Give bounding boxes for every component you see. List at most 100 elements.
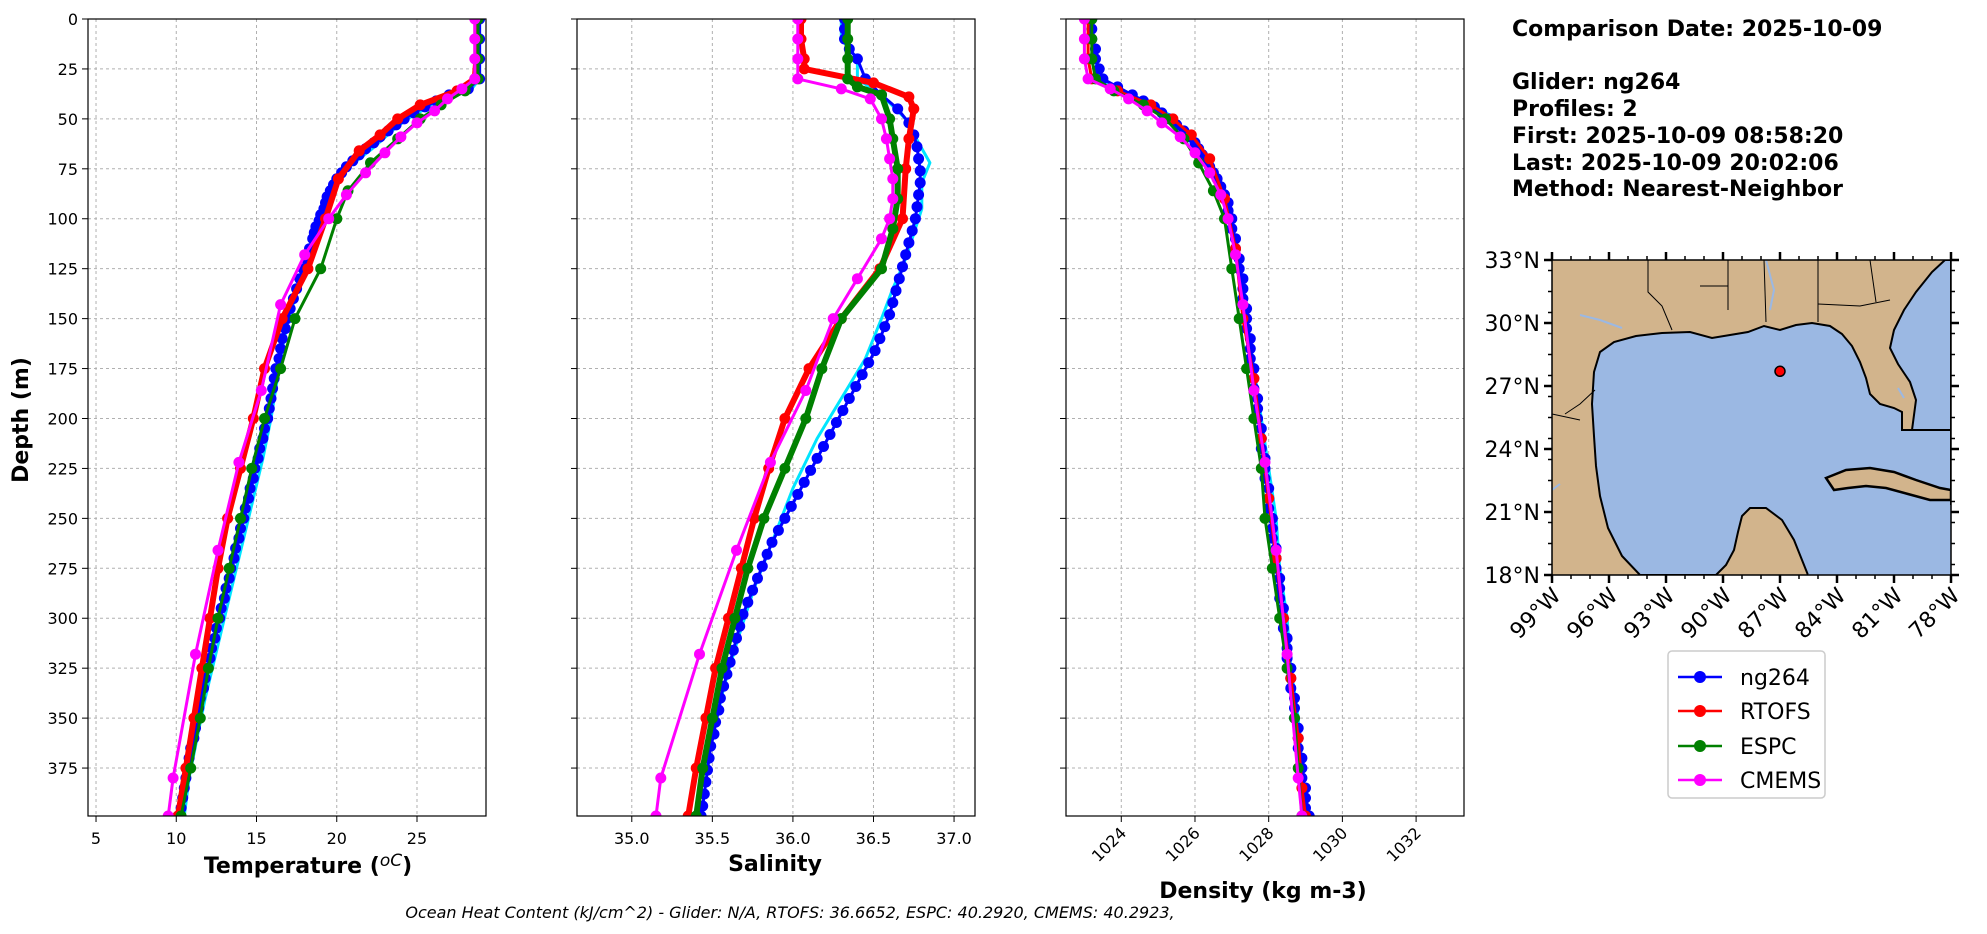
lat-label: 30°N (1485, 312, 1540, 337)
data-point (887, 193, 899, 205)
data-point (850, 381, 862, 392)
axes-frame (576, 18, 976, 817)
data-point (1078, 33, 1090, 45)
data-point (830, 417, 842, 428)
data-point (235, 512, 246, 524)
data-point (892, 163, 904, 175)
caribbean-sea (1808, 505, 1951, 575)
series-ng264-line (1090, 19, 1311, 816)
data-point (255, 385, 267, 396)
data-point (766, 536, 778, 548)
series-espc-line (693, 19, 901, 816)
data-point (876, 263, 887, 275)
grid (1066, 18, 1464, 816)
data-point (1156, 117, 1168, 129)
data-point (175, 810, 187, 816)
data-point (1082, 73, 1094, 85)
method: Method: Nearest-Neighbor (1512, 177, 1843, 202)
data-point (469, 73, 481, 85)
axes-frame (87, 18, 487, 817)
y-tick-label: 25 (58, 60, 78, 79)
data-point (414, 99, 426, 111)
data-point (167, 772, 179, 784)
data-point (913, 153, 925, 165)
data-point (706, 712, 718, 724)
depth-ylabel: Depth (m) (9, 357, 34, 483)
x-tick-label: 10 (166, 829, 186, 848)
y-tick-label: 250 (47, 509, 78, 528)
glider-location-marker (1774, 365, 1786, 378)
salinity-xlabel: Salinity (728, 852, 822, 877)
series-ng264 (174, 19, 486, 816)
data-point (379, 147, 391, 159)
data-point (772, 524, 784, 536)
data-point (1259, 456, 1271, 468)
data-point (697, 762, 709, 774)
data-point (353, 145, 365, 157)
y-tick-label: 50 (58, 110, 78, 129)
series-espc-line (179, 19, 480, 816)
data-point (1259, 512, 1271, 524)
series-espc (690, 19, 904, 816)
y-tick-label: 275 (47, 559, 78, 578)
data-point (892, 103, 904, 115)
data-point (374, 129, 386, 141)
data-point (868, 77, 879, 89)
y-tick-label: 375 (47, 759, 78, 778)
x-tick-label: 5 (91, 829, 101, 848)
data-point (876, 233, 887, 245)
series-cmems (1078, 19, 1308, 816)
data-point (1078, 19, 1090, 25)
data-point (887, 173, 899, 185)
data-point (716, 662, 728, 674)
data-point (190, 648, 201, 660)
data-point (212, 544, 224, 556)
data-point (469, 33, 481, 45)
salinity-plot: 35.0 35.5 36.0 36.5 37.0 (571, 18, 976, 848)
data-point (1104, 83, 1116, 95)
x-tick-label: 1026 (1162, 823, 1204, 865)
data-point (275, 363, 287, 375)
series-ng264 (1086, 19, 1315, 816)
data-point (752, 572, 763, 584)
data-point (302, 263, 314, 275)
data-point (731, 632, 742, 644)
data-point (827, 313, 839, 325)
lat-label: 21°N (1485, 501, 1540, 526)
lon-label: 90°W (1677, 583, 1738, 644)
density-plot: 1024 1026 1028 1030 1032 (1060, 18, 1465, 866)
data-point (914, 177, 926, 189)
data-point (429, 105, 441, 117)
data-point (315, 263, 327, 275)
data-point (843, 393, 855, 404)
last-time: Last: 2025-10-09 20:02:06 (1512, 151, 1839, 176)
x-tick-label: 37.0 (936, 829, 972, 848)
data-point (779, 413, 791, 424)
data-point (792, 488, 804, 500)
grid (88, 18, 486, 816)
data-point (884, 113, 896, 125)
series-rtofs-line (174, 19, 480, 816)
data-point (1174, 131, 1186, 143)
x-tick-label: 20 (327, 829, 347, 848)
series-cmems-line (654, 19, 895, 816)
data-point (1270, 544, 1282, 556)
lon-label: 78°W (1905, 583, 1966, 644)
series-ng264-alt (182, 19, 482, 816)
profile-count: Profiles: 2 (1512, 97, 1638, 122)
data-point (259, 413, 270, 424)
data-point (800, 413, 812, 424)
series-ng264-line (178, 19, 482, 816)
data-point (800, 385, 812, 396)
data-point (756, 560, 768, 572)
y-tick-label: 175 (47, 360, 78, 379)
data-point (411, 117, 423, 129)
data-point (842, 33, 854, 45)
data-point (811, 452, 823, 464)
data-point (897, 213, 908, 225)
ocean-heat-content-footer: Ocean Heat Content (kJ/cm^2) - Glider: N… (405, 903, 1174, 922)
data-point (729, 612, 741, 624)
data-point (856, 369, 868, 381)
data-point (360, 167, 372, 179)
series-rtofs (1082, 19, 1311, 816)
